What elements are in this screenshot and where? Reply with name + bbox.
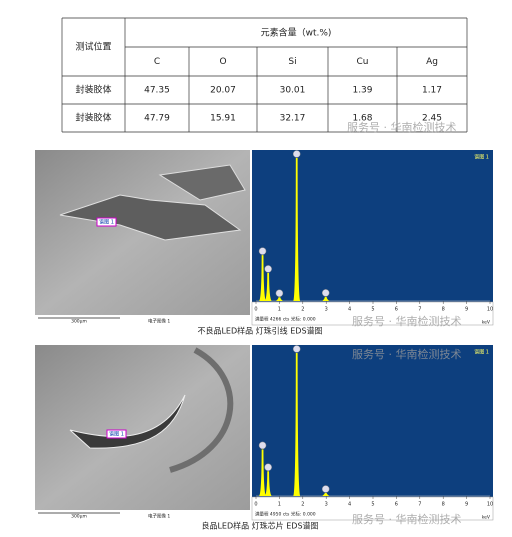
header-cell: C bbox=[154, 57, 160, 67]
spectrum-panel bbox=[252, 150, 493, 302]
x-tick-label: 5 bbox=[371, 502, 374, 508]
x-tick-label: 9 bbox=[465, 307, 468, 313]
x-tick-label: 8 bbox=[442, 502, 445, 508]
peak-marker bbox=[275, 289, 284, 297]
peak-marker bbox=[258, 247, 267, 255]
x-tick-label: 1 bbox=[278, 502, 281, 508]
peak bbox=[259, 449, 267, 496]
x-axis-label: keV bbox=[482, 515, 491, 521]
peak bbox=[293, 157, 301, 301]
x-tick-label: 3 bbox=[325, 502, 328, 508]
caption: 不良品LED样品 灯珠引线 EDS谱图 bbox=[197, 326, 322, 336]
x-tick-label: 7 bbox=[418, 307, 421, 313]
x-tick-label: 5 bbox=[371, 307, 374, 313]
spectrum-marker-box bbox=[106, 429, 127, 439]
table-cell: 47.35 bbox=[144, 86, 170, 96]
header-cell: O bbox=[219, 57, 226, 67]
table-cell: 封装胶体 bbox=[75, 112, 111, 124]
table-cell: 15.91 bbox=[210, 114, 236, 124]
header-cell: Ag bbox=[426, 57, 438, 67]
spectrum-title: 谱图 1 bbox=[474, 349, 489, 356]
header-cell: Si bbox=[288, 57, 296, 67]
table-cell: 1.17 bbox=[422, 86, 442, 96]
sem-feature bbox=[169, 347, 234, 473]
watermark: 服务号 · 华南检测技术 bbox=[352, 314, 462, 328]
x-tick-label: 2 bbox=[301, 307, 304, 313]
header-cell: 元素含量（wt.%) bbox=[261, 27, 332, 39]
watermark: 服务号 · 华南检测技术 bbox=[347, 120, 457, 134]
header-cell: Cu bbox=[357, 57, 369, 67]
spectrum-footer bbox=[251, 496, 494, 521]
peak-marker bbox=[258, 441, 267, 450]
sem-feature bbox=[59, 194, 242, 241]
peak-marker bbox=[264, 463, 272, 471]
x-tick-label: 0 bbox=[254, 502, 257, 508]
image-label: 电子图像 1 bbox=[148, 513, 170, 520]
peak-marker bbox=[292, 345, 301, 353]
x-tick-label: 9 bbox=[465, 502, 468, 508]
x-tick-label: 8 bbox=[442, 307, 445, 313]
x-tick-label: 7 bbox=[418, 502, 421, 508]
peak bbox=[322, 493, 330, 496]
peak bbox=[293, 352, 301, 496]
spectrum-panel bbox=[252, 345, 493, 497]
x-tick-label: 2 bbox=[301, 502, 304, 508]
peak bbox=[322, 296, 330, 301]
full-scale-label: 满量程 4950 cts 光标: 0.000 bbox=[255, 511, 316, 518]
x-axis-label: keV bbox=[482, 320, 491, 326]
full-scale-label: 满量程 4266 cts 光标: 0.000 bbox=[255, 316, 316, 323]
table-cell: 封装胶体 bbox=[75, 84, 111, 96]
x-tick-label: 0 bbox=[254, 307, 257, 313]
table-cell: 20.07 bbox=[210, 86, 236, 96]
caption: 良品LED样品 灯珠芯片 EDS谱图 bbox=[201, 521, 318, 531]
table-cell: 1.68 bbox=[352, 114, 372, 124]
sem-feature bbox=[158, 164, 246, 201]
x-tick-label: 10 bbox=[487, 307, 493, 313]
sem-footer bbox=[35, 510, 250, 520]
table-cell: 2.45 bbox=[422, 114, 442, 124]
sem-image bbox=[35, 345, 250, 510]
x-tick-label: 4 bbox=[348, 502, 351, 508]
peak-marker bbox=[264, 265, 272, 273]
image-label: 电子图像 1 bbox=[148, 318, 170, 325]
x-tick-label: 6 bbox=[395, 307, 398, 313]
peak-marker bbox=[321, 289, 330, 297]
watermark: 服务号 · 华南检测技术 bbox=[352, 512, 462, 526]
peak bbox=[264, 471, 272, 496]
peak bbox=[275, 297, 283, 301]
spectrum-marker-box bbox=[96, 217, 117, 227]
scale-bar-label: 300μm bbox=[71, 514, 87, 520]
table-cell: 30.01 bbox=[280, 86, 306, 96]
table-cell: 1.39 bbox=[352, 86, 372, 96]
x-tick-label: 3 bbox=[325, 307, 328, 313]
spectrum-marker: 谱图 1 bbox=[109, 431, 124, 438]
table-cell: 32.17 bbox=[280, 114, 306, 124]
peak-marker bbox=[321, 485, 330, 493]
peak-marker bbox=[292, 150, 301, 158]
spectrum-footer bbox=[251, 301, 494, 326]
peak bbox=[264, 272, 272, 301]
scale-bar-label: 300μm bbox=[71, 319, 87, 325]
x-tick-label: 4 bbox=[348, 307, 351, 313]
watermark: 服务号 · 华南检测技术 bbox=[352, 347, 462, 361]
x-tick-label: 10 bbox=[487, 502, 493, 508]
spectrum-title: 谱图 1 bbox=[474, 154, 489, 161]
x-tick-label: 6 bbox=[395, 502, 398, 508]
table-cell: 47.79 bbox=[144, 114, 170, 124]
x-tick-label: 1 bbox=[278, 307, 281, 313]
sem-footer bbox=[35, 315, 250, 325]
peak bbox=[259, 255, 267, 301]
spectrum-marker: 谱图 1 bbox=[99, 219, 114, 226]
header-cell: 测试位置 bbox=[75, 41, 111, 53]
